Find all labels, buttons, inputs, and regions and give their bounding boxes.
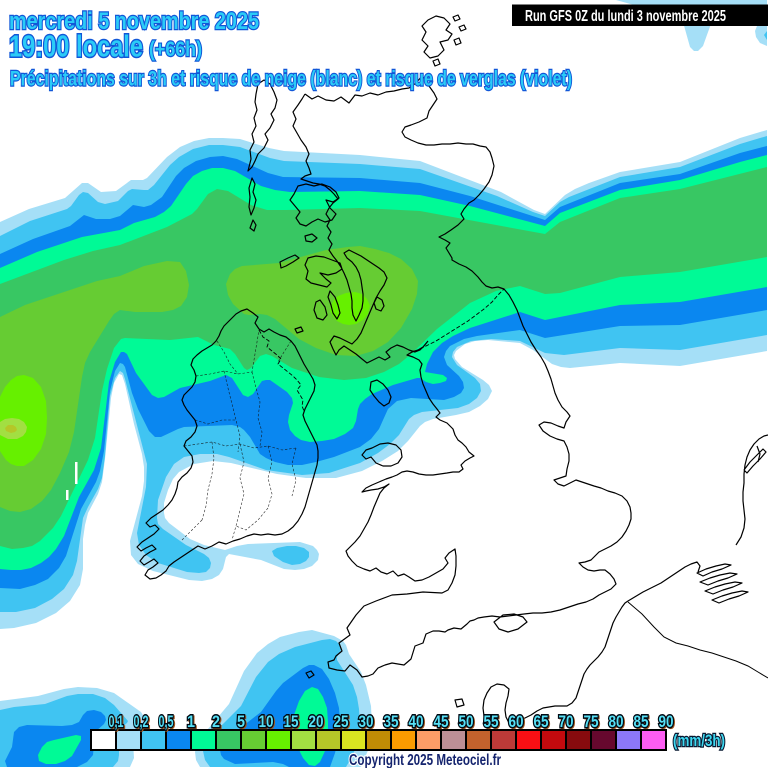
svg-text:55: 55	[485, 714, 500, 732]
svg-text:65: 65	[534, 713, 549, 731]
svg-text:Précipitations sur 3h et risqu: Précipitations sur 3h et risque de neige…	[10, 68, 572, 91]
svg-text:30: 30	[359, 713, 374, 731]
svg-text:Run GFS 0Z du lundi 3 novembre: Run GFS 0Z du lundi 3 novembre 2025	[525, 8, 726, 25]
svg-text:1: 1	[187, 713, 195, 731]
svg-text:65: 65	[535, 714, 550, 732]
svg-text:15: 15	[284, 713, 299, 731]
svg-text:5: 5	[238, 714, 246, 732]
svg-text:2: 2	[212, 713, 220, 731]
svg-text:(mm/3h): (mm/3h)	[673, 732, 725, 750]
svg-text:50: 50	[460, 714, 475, 732]
svg-text:10: 10	[260, 714, 275, 732]
svg-text:55: 55	[484, 713, 499, 731]
svg-text:25: 25	[335, 714, 350, 732]
svg-text:85: 85	[634, 713, 649, 731]
svg-text:70: 70	[560, 714, 575, 732]
svg-text:19:00 locale: 19:00 locale	[9, 29, 143, 64]
svg-text:30: 30	[360, 714, 375, 732]
svg-text:40: 40	[410, 714, 425, 732]
svg-text:15: 15	[285, 714, 300, 732]
svg-text:75: 75	[585, 714, 600, 732]
svg-text:90: 90	[659, 713, 674, 731]
svg-text:0,2: 0,2	[134, 713, 149, 731]
svg-text:80: 80	[610, 714, 625, 732]
svg-text:35: 35	[384, 713, 399, 731]
svg-text:20: 20	[309, 713, 324, 731]
svg-text:Copyright 2025 Meteociel.fr: Copyright 2025 Meteociel.fr	[349, 752, 501, 768]
svg-text:0,1: 0,1	[109, 713, 124, 731]
svg-text:1: 1	[188, 714, 196, 732]
svg-text:0,5: 0,5	[160, 714, 175, 732]
svg-text:5: 5	[237, 713, 245, 731]
svg-text:2: 2	[213, 714, 221, 732]
svg-text:60: 60	[509, 713, 524, 731]
svg-text:75: 75	[584, 713, 599, 731]
svg-text:60: 60	[510, 714, 525, 732]
svg-text:85: 85	[635, 714, 650, 732]
svg-text:mercredi 5 novembre 2025: mercredi 5 novembre 2025	[9, 8, 259, 35]
svg-text:0,5: 0,5	[159, 713, 174, 731]
svg-text:(+66h): (+66h)	[149, 38, 202, 61]
svg-text:40: 40	[409, 713, 424, 731]
svg-text:0,1: 0,1	[110, 714, 125, 732]
svg-text:0,2: 0,2	[135, 714, 150, 732]
svg-text:70: 70	[559, 713, 574, 731]
svg-text:45: 45	[435, 714, 450, 732]
svg-text:35: 35	[385, 714, 400, 732]
svg-text:20: 20	[310, 714, 325, 732]
svg-text:90: 90	[660, 714, 675, 732]
svg-text:10: 10	[259, 713, 274, 731]
svg-text:25: 25	[334, 713, 349, 731]
svg-text:80: 80	[609, 713, 624, 731]
svg-text:50: 50	[459, 713, 474, 731]
svg-text:45: 45	[434, 713, 449, 731]
